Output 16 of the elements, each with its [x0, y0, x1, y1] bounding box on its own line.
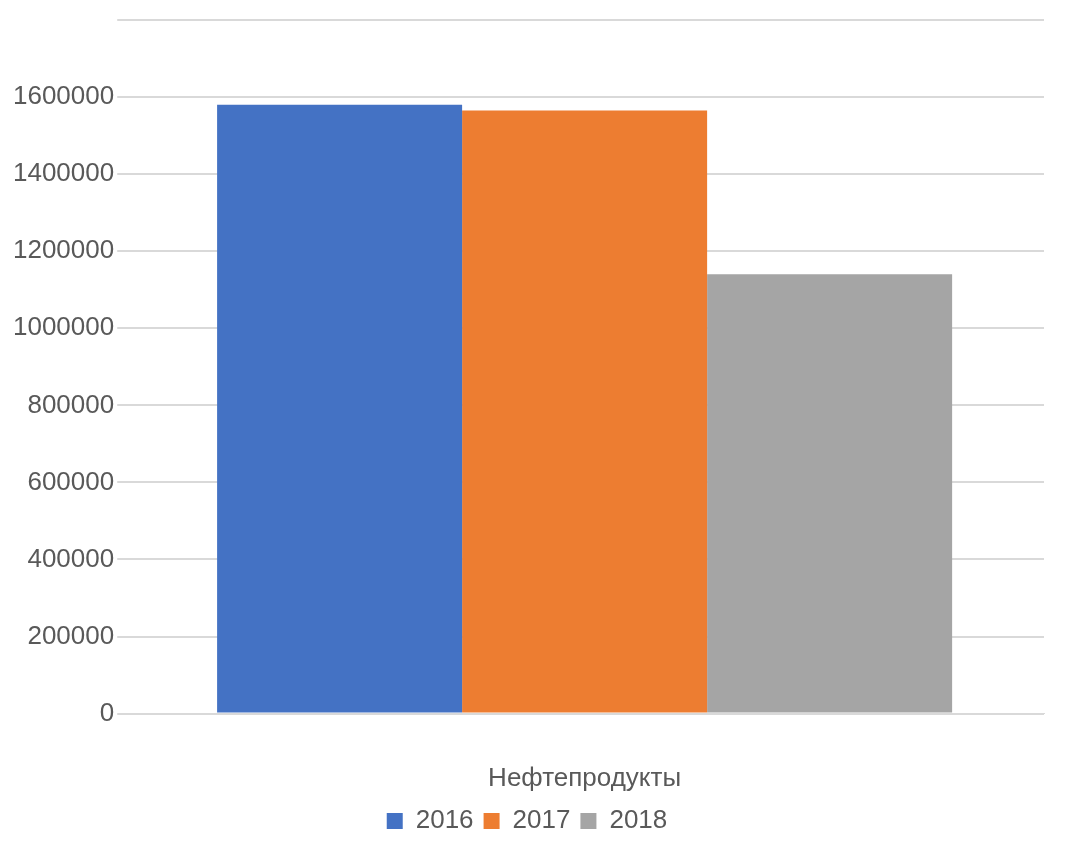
bar	[462, 110, 708, 713]
legend-label: 2016	[415, 804, 474, 835]
y-tick-label: 200000	[27, 619, 115, 650]
y-tick-label: 600000	[27, 465, 115, 496]
bar	[217, 104, 463, 713]
y-tick-label: 1000000	[12, 311, 115, 342]
legend-label: 2017	[512, 804, 571, 835]
y-tick-label: 800000	[27, 388, 115, 419]
y-tick-label: 1400000	[12, 157, 115, 188]
legend-label: 2018	[609, 804, 668, 835]
x-axis-title: Нефтепродукты	[488, 761, 682, 792]
y-tick-label: 0	[99, 696, 115, 727]
y-tick-label: 1200000	[12, 234, 115, 265]
bar	[707, 274, 953, 713]
y-tick-label: 400000	[27, 542, 115, 573]
y-tick-label: 1600000	[12, 80, 115, 111]
